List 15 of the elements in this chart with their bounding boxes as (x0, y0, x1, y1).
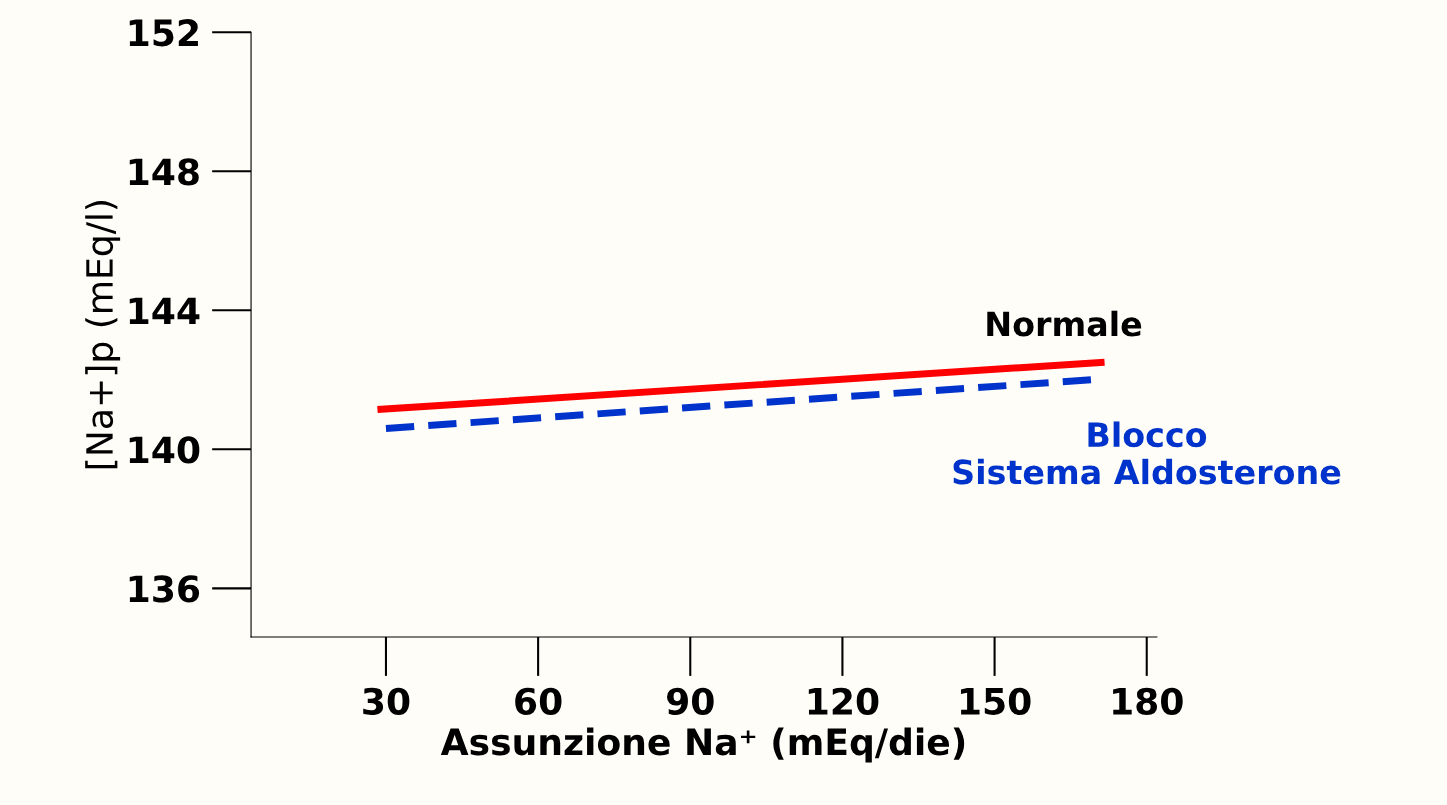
y-axis-title: [Na+]p (mEq/l) (85, 201, 121, 469)
series-label: Blocco Sistema Aldosterone (953, 421, 1341, 485)
x-tick-label: 90 (667, 687, 714, 715)
series-label: Normale (987, 310, 1142, 337)
x-tick-label: 120 (808, 687, 879, 715)
y-tick-label: 144 (129, 297, 200, 324)
y-tick-label: 140 (129, 436, 200, 464)
x-tick-label: 60 (515, 687, 562, 715)
x-tick-label: 180 (1113, 687, 1183, 715)
y-tick-label: 152 (129, 19, 198, 47)
y-tick-label: 136 (129, 575, 200, 603)
x-axis-title: Assunzione Na⁺ (mEq/die) (440, 727, 965, 763)
x-tick-label: 150 (960, 687, 1031, 715)
y-tick-label: 148 (129, 158, 199, 186)
x-tick-label: 30 (363, 687, 410, 715)
